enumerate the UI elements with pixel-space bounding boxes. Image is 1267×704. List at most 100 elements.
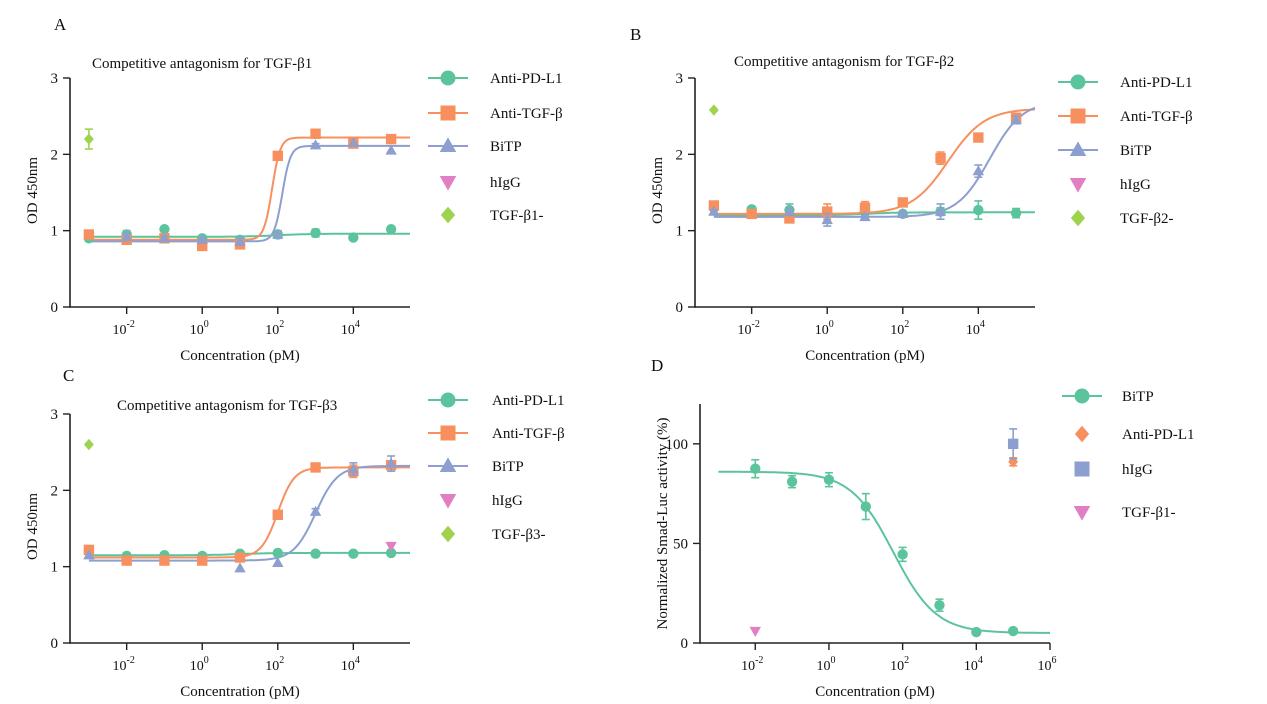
data-point-anti-pd-l1 (385, 223, 397, 235)
data-point-bitp (347, 462, 360, 474)
data-point-bitp (385, 144, 397, 155)
data-point-bitp (897, 207, 909, 219)
y-tick-label: 1 (51, 224, 59, 240)
data-point-bitp (860, 501, 871, 512)
data-point-anti-pd-l1 (385, 547, 397, 559)
legend-label: Anti-PD-L1 (1120, 75, 1193, 91)
legend-label: Anti-TGF-β (492, 426, 565, 442)
y-tick-label: 1 (676, 224, 684, 240)
data-point-anti-tgf- (385, 133, 397, 145)
data-point-anti-pd-l1 (973, 204, 984, 216)
x-tick-label: 100 (190, 319, 209, 338)
data-point-anti-tgf- (121, 555, 132, 566)
data-point-bitp (972, 165, 985, 176)
legend-label: TGF-β1- (490, 208, 543, 224)
data-point-anti-tgf- (310, 462, 321, 473)
data-point-bitp (708, 205, 720, 216)
chart-title: Competitive antagonism for TGF-β1 (92, 56, 312, 72)
data-point-anti-tgf- (234, 552, 246, 563)
y-axis-label: OD 450nm (650, 157, 666, 224)
chart-panel-C: 0 1 2 3 10-2 100 102 104 Concentration (pM) OD 45… (25, 392, 565, 700)
data-point-bitp (859, 210, 871, 222)
fit-curve-anti-pd-l1 (88, 232, 410, 238)
chart-panel-A: 0 1 2 3 10-2 100 102 104 Concentration (pM) OD 45… (25, 56, 563, 364)
data-point-bitp (309, 505, 322, 516)
x-axis-label: Concentration (pM) (805, 348, 925, 364)
fit-curve-anti-tgf- (88, 136, 410, 241)
data-point-anti-tgf- (197, 555, 208, 566)
legend-label: TGF-β3- (492, 527, 545, 543)
data-point-anti-pd-l1 (310, 548, 321, 559)
fit-curve-bitp (718, 470, 1050, 634)
data-point-tgf-3- (83, 438, 94, 451)
y-tick-label: 2 (51, 147, 59, 163)
data-point-anti-tgf- (973, 132, 984, 143)
legend: BiTP Anti-PD-L1 hIgG TGF-β1- (1062, 388, 1195, 521)
chart-panel-B: 0 1 2 3 10-2 100 102 104 Concentration (pM) OD 45… (650, 54, 1193, 364)
data-point-bitp (158, 232, 171, 243)
panel-label-A: A (54, 15, 67, 34)
legend-label: hIgG (1120, 177, 1151, 193)
data-point-anti-tgf- (708, 200, 720, 211)
fit-curve-bitp (713, 106, 1036, 218)
legend-label: TGF-β2- (1120, 211, 1173, 227)
data-point-anti-tgf- (310, 128, 321, 139)
panel-label-D: D (651, 356, 663, 375)
x-tick-label: 100 (190, 655, 209, 674)
data-point-bitp (750, 463, 761, 474)
y-axis-label: OD 450nm (25, 157, 41, 224)
data-point-anti-tgf- (272, 509, 283, 520)
chart-title: Competitive antagonism for TGF-β2 (734, 54, 954, 70)
x-tick-label: 102 (890, 319, 909, 338)
data-point-bitp (823, 474, 835, 485)
x-tick-label: 10-2 (737, 319, 759, 338)
data-point-anti-tgf- (83, 229, 95, 240)
data-point-tgf-2- (708, 104, 719, 116)
fit-curve-anti-tgf- (713, 108, 1036, 215)
data-point-anti-pd-l1 (348, 548, 359, 559)
legend-marker-higg (1074, 461, 1090, 477)
fit-curve-bitp (88, 464, 410, 562)
data-point-bitp (783, 205, 796, 216)
data-point-anti-tgf- (746, 208, 757, 220)
legend-label: BiTP (1122, 389, 1154, 405)
data-point-bitp (1007, 625, 1019, 637)
data-point-anti-tgf- (197, 240, 208, 252)
legend-marker-tgf-1- (440, 206, 456, 224)
data-point-bitp (347, 136, 360, 148)
legend-label: BiTP (490, 139, 522, 155)
x-tick-label: 100 (815, 319, 834, 338)
data-point-higg (385, 541, 397, 553)
y-tick-label: 2 (676, 147, 684, 163)
legend-marker-higg (439, 176, 457, 191)
data-point-bitp (83, 549, 95, 560)
data-point-anti-tgf- (272, 150, 283, 162)
x-axis-label: Concentration (pM) (815, 684, 935, 700)
data-point-bitp (934, 205, 947, 216)
data-point-bitp (120, 230, 133, 241)
legend: Anti-PD-L1 Anti-TGF-β BiTP hIgG TGF-β2- (1058, 74, 1193, 227)
chart-title: Competitive antagonism for TGF-β3 (117, 398, 337, 414)
legend-marker-anti-pd-l1 (1074, 425, 1090, 443)
data-point-anti-pd-l1 (272, 547, 283, 559)
legend-marker-tgf-1- (1073, 506, 1091, 521)
x-tick-label: 106 (1038, 655, 1057, 674)
data-point-anti-tgf- (822, 206, 833, 217)
data-point-anti-tgf- (859, 202, 871, 213)
x-tick-label: 102 (265, 319, 284, 338)
x-tick-label: 104 (966, 319, 985, 338)
x-tick-label: 10-2 (112, 319, 134, 338)
legend: Anti-PD-L1 Anti-TGF-β BiTP hIgG TGF-β1- (428, 70, 563, 224)
data-point-bitp (196, 233, 208, 244)
y-axis-label: Normalized Smad-Luc activity (%) (655, 417, 671, 629)
y-tick-label: 100 (666, 437, 689, 453)
data-point-anti-pd-l1 (1008, 456, 1019, 468)
x-tick-label: 102 (890, 655, 909, 674)
data-point-anti-pd-l1 (310, 227, 321, 239)
legend-marker-anti-tgf- (440, 425, 456, 441)
fit-curve-anti-tgf- (88, 466, 410, 559)
legend-marker-anti-tgf- (440, 105, 456, 121)
data-point-bitp (234, 562, 246, 573)
x-tick-label: 10-2 (741, 655, 763, 674)
